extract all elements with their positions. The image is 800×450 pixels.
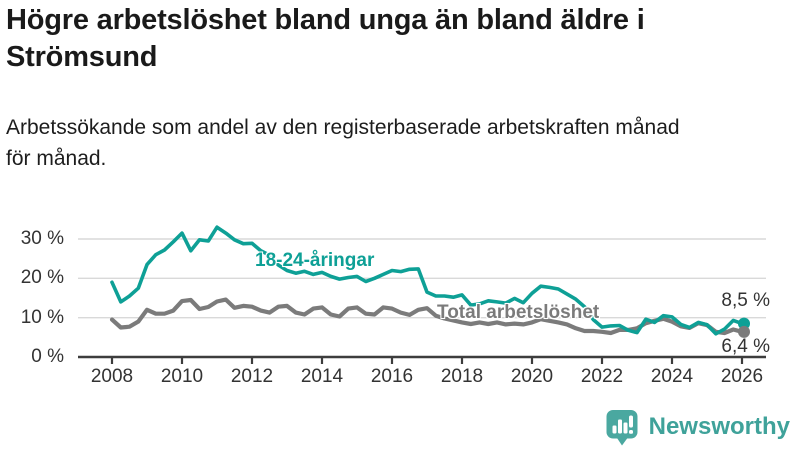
newsworthy-wordmark: Newsworthy <box>648 413 790 440</box>
chart-subtitle: Arbetssökande som andel av den registerb… <box>6 112 794 174</box>
end-point-marker-18-24 <box>738 317 750 330</box>
chart-subtitle-line-2: för månad. <box>6 147 107 170</box>
x-axis-tick-label: 2012 <box>230 366 274 387</box>
series-label-total: Total arbetslöshet <box>437 302 600 323</box>
bar-chart-speech-bubble-icon <box>606 410 638 446</box>
x-axis-tick-label: 2020 <box>510 366 554 387</box>
series-line-18-24 <box>110 225 744 336</box>
y-axis-tick-label: 20 % <box>20 267 64 289</box>
series-label-18-24: 18-24-åringar <box>255 250 375 271</box>
page-title-line-2: Strömsund <box>6 41 158 73</box>
x-axis-tick-label: 2018 <box>440 366 484 387</box>
x-axis-tick-label: 2014 <box>300 366 344 387</box>
x-axis-tick-label: 2026 <box>720 366 764 387</box>
newsworthy-logo: Newsworthy <box>605 407 790 447</box>
y-axis-tick-label: 0 % <box>31 346 64 367</box>
x-axis-tick-label: 2024 <box>650 366 694 387</box>
page-title-line-1: Högre arbetslöshet bland unga än bland ä… <box>6 4 645 36</box>
y-axis-tick-label: 10 % <box>20 306 64 328</box>
x-axis-tick-label: 2016 <box>370 366 414 387</box>
x-axis-tick-label: 2022 <box>580 366 624 387</box>
x-axis-tick-label: 2010 <box>160 366 204 387</box>
end-value-label-18-24: 8,5 % <box>721 290 770 311</box>
end-value-label-total: 6,4 % <box>721 336 770 357</box>
end-point-marker-total <box>738 325 750 338</box>
series-line-total <box>109 297 745 336</box>
page-title: Högre arbetslöshet bland unga än bland ä… <box>6 2 794 76</box>
chart-subtitle-line-1: Arbetssökande som andel av den registerb… <box>6 116 680 139</box>
x-axis-tick-label: 2008 <box>90 366 134 387</box>
y-axis-tick-label: 30 % <box>20 228 64 249</box>
